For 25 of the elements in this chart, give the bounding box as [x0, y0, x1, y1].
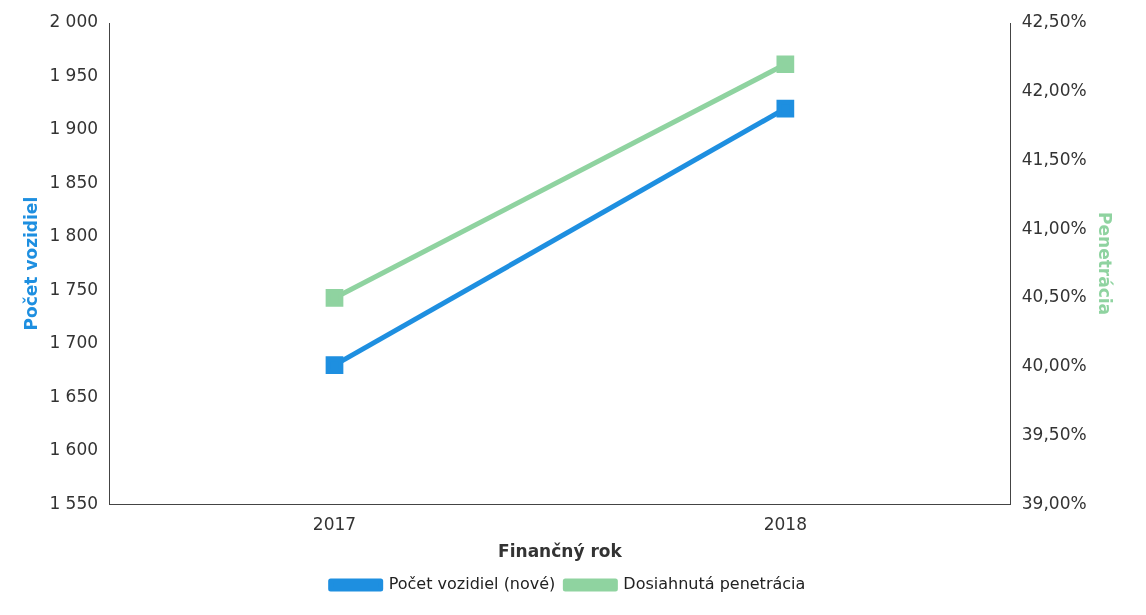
x-axis-title: Finančný rok [498, 541, 623, 562]
y-tick-label: 1 950 [49, 64, 99, 85]
y2-tick-label: 40,00% [1021, 355, 1087, 376]
y-tick-label: 1 650 [49, 385, 99, 406]
y2-tick-label: 42,00% [1021, 80, 1087, 101]
y-axis-title: Počet vozidiel [20, 196, 41, 331]
y2-tick-label: 41,00% [1021, 217, 1087, 238]
legend-label: Dosiahnutá penetrácia [623, 574, 806, 594]
y-tick-label: 1 750 [49, 278, 99, 299]
y-tick-label: 1 850 [49, 171, 99, 192]
y2-axis-title: Penetrácia [1095, 212, 1116, 316]
x-tick-label: 2017 [312, 513, 357, 534]
y-tick-label: 1 550 [49, 492, 99, 513]
y2-tick-label: 41,50% [1021, 148, 1087, 169]
y-tick-label: 2 000 [49, 11, 99, 32]
y-tick-label: 1 900 [49, 118, 99, 139]
y-tick-label: 1 600 [49, 439, 99, 460]
y2-tick-label: 39,50% [1021, 423, 1087, 444]
x-tick-label: 2018 [763, 513, 807, 534]
y2-tick-label: 42,50% [1021, 11, 1087, 32]
y2-tick-label: 39,00% [1021, 492, 1087, 513]
y-tick-label: 1 800 [49, 225, 99, 246]
y2-tick-label: 40,50% [1021, 286, 1087, 307]
y-tick-label: 1 700 [49, 332, 99, 353]
legend-label: Počet vozidiel (nové) [388, 574, 556, 594]
